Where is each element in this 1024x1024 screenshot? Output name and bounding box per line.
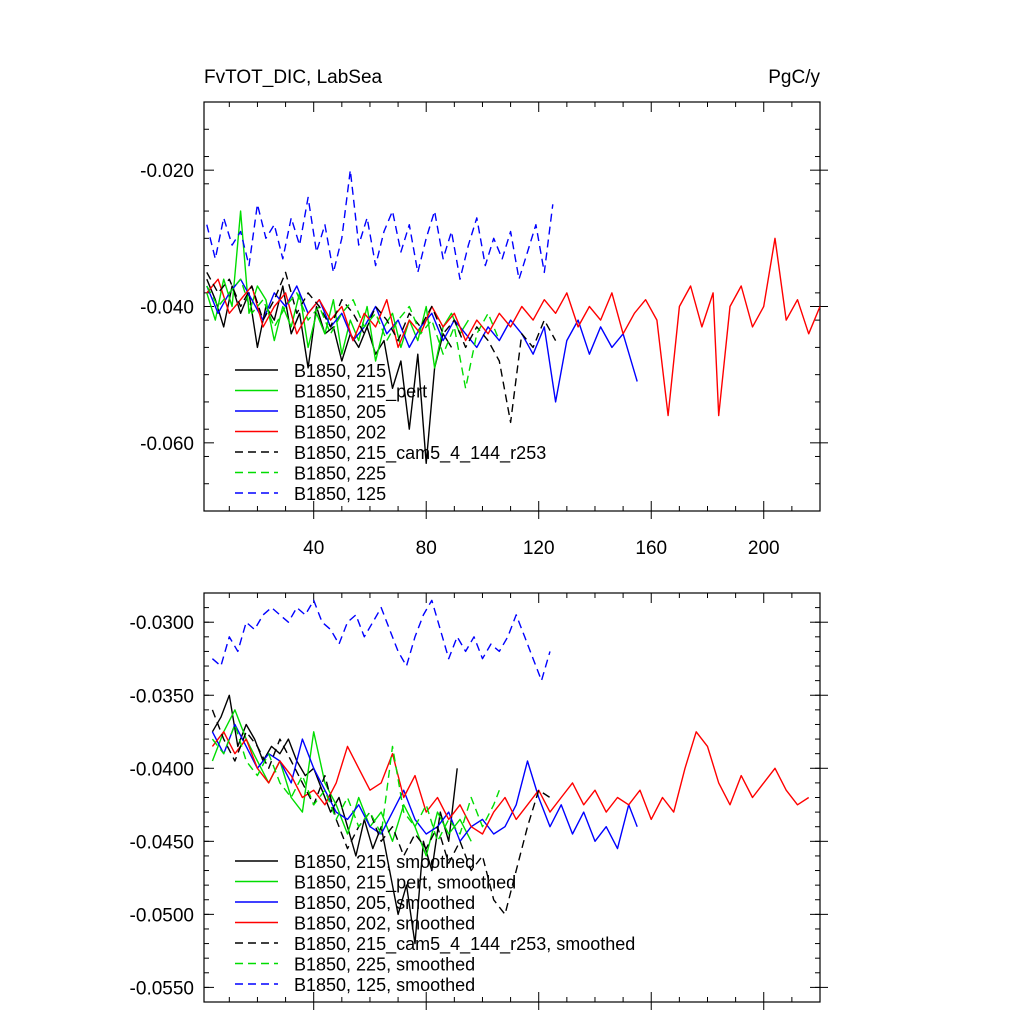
bottom-panel: -0.0550 -0.0500 -0.0450 -0.0400 -0.0350 -0.03…: [130, 592, 828, 1010]
legend-label: B1850, 125, smoothed: [294, 975, 475, 995]
series-line: [206, 210, 469, 369]
chart-units-label: PgC/y: [768, 67, 820, 88]
y-tick-label: -0.0350: [130, 686, 194, 707]
series-line: [211, 723, 500, 842]
y-tick-label: -0.0400: [130, 759, 194, 780]
legend-label: B1850, 215, smoothed: [294, 852, 475, 872]
legend-label: B1850, 202, smoothed: [294, 914, 475, 934]
y-tick-label: -0.020: [140, 161, 194, 182]
legend-label: B1850, 205: [294, 402, 386, 422]
legend-label: B1850, 215_pert: [294, 382, 427, 403]
y-tick-label: -0.0300: [130, 613, 194, 634]
y-tick-label: -0.0450: [130, 832, 194, 853]
x-tick-label: 40: [303, 538, 324, 559]
series-line: [206, 278, 638, 403]
series-line: [206, 237, 821, 417]
legend-label: B1850, 215: [294, 361, 386, 381]
series-line: [211, 694, 458, 945]
y-tick-label: -0.0550: [130, 978, 194, 999]
y-tick-label: -0.0500: [130, 905, 194, 926]
top-panel: 40 80 120 160 200 -0.060 -0.040 -0.020 B1850, 21…: [140, 101, 828, 559]
legend-label: B1850, 215_pert, smoothed: [294, 873, 516, 894]
chart-title-left: FvTOT_DIC, LabSea: [204, 67, 383, 88]
series-line: [206, 278, 500, 389]
series-line: [206, 271, 557, 424]
series-line: [211, 731, 810, 835]
x-tick-label: 160: [635, 538, 667, 559]
legend-label: B1850, 215_cam5_4_144_r253, smoothed: [294, 934, 635, 955]
x-tick-label: 200: [748, 538, 780, 559]
series-line: [211, 599, 551, 682]
legend-label: B1850, 202: [294, 423, 386, 443]
series-line: [211, 723, 638, 850]
legend-label: B1850, 125: [294, 484, 386, 504]
legend-label: B1850, 205, smoothed: [294, 893, 475, 913]
y-tick-label: -0.040: [140, 298, 194, 319]
legend-label: B1850, 225: [294, 464, 386, 484]
x-tick-label: 120: [523, 538, 555, 559]
series-line: [211, 709, 472, 857]
legend-label: B1850, 225, smoothed: [294, 955, 475, 975]
series-line: [211, 709, 551, 916]
x-tick-label: 80: [416, 538, 437, 559]
series-line: [206, 169, 554, 280]
legend-label: B1850, 215_cam5_4_144_r253: [294, 443, 546, 464]
y-tick-label: -0.060: [140, 434, 194, 455]
